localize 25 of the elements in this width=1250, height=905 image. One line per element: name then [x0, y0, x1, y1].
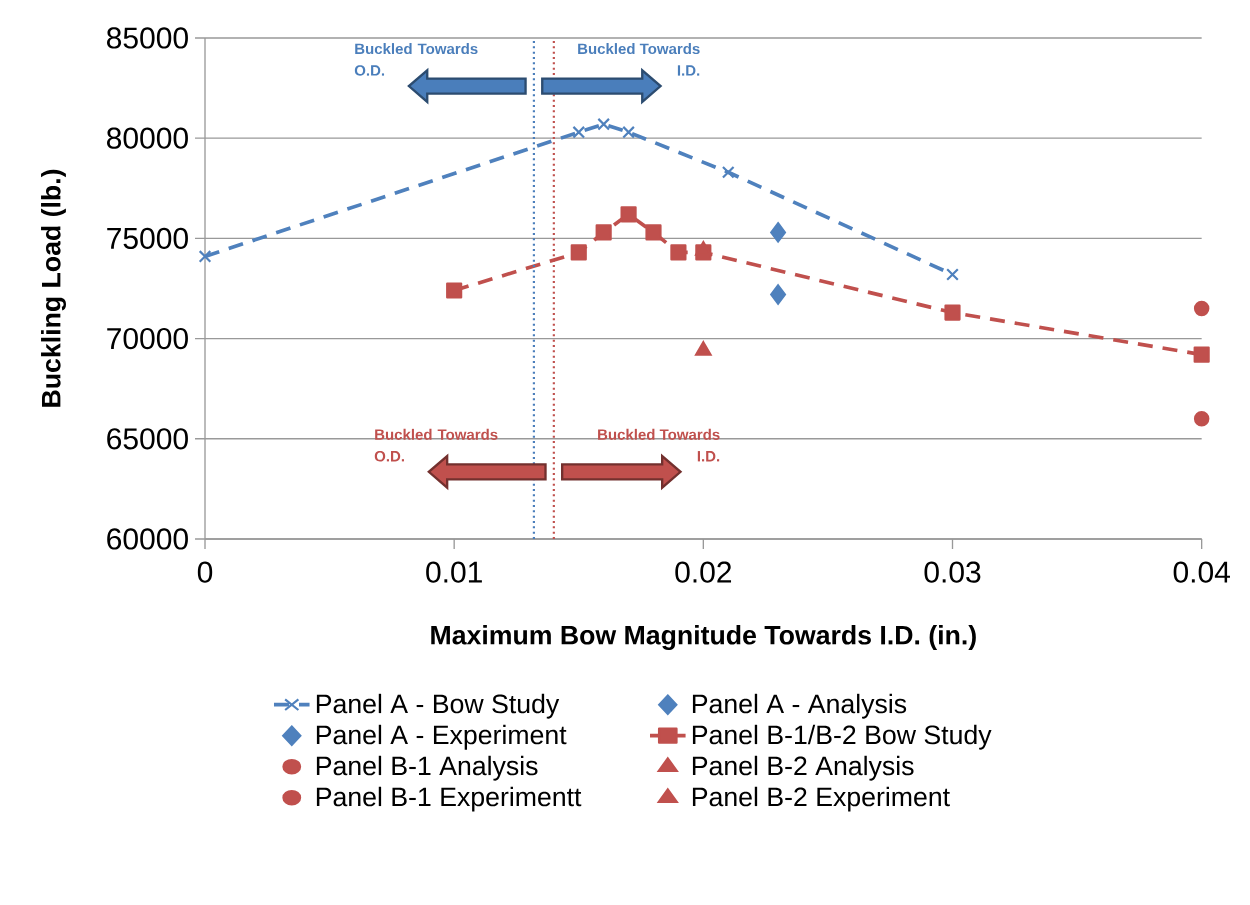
annotation: Buckled Towards O.D. [354, 43, 478, 76]
y-tick-label: 85000 [107, 27, 188, 49]
x-tick-label: 0.03 [924, 561, 981, 583]
y-tick-label: 80000 [107, 127, 188, 149]
annotation: Buckled Towards I.D. [598, 428, 720, 462]
legend-label: Panel B-1 Analysis [316, 755, 538, 781]
legend-label: Panel A - Experiment [316, 724, 567, 750]
annotation: Buckled Towards O.D. [374, 428, 498, 462]
y-axis-title: Buckling Load (lb.) [41, 169, 66, 407]
y-tick-label: 75000 [107, 227, 188, 250]
legend-label: Panel B-2 Experiment [692, 786, 950, 812]
x-tick-label: 0.02 [675, 561, 732, 583]
y-tick-label: 70000 [107, 327, 188, 350]
y-tick-label: 60000 [107, 528, 188, 550]
y-tick-label: 65000 [107, 428, 188, 450]
x-tick-label: 0.04 [1173, 561, 1230, 583]
legend-label: Panel B-2 Analysis [692, 755, 914, 781]
legend-label: Panel B-1 Experimentt [316, 786, 582, 812]
legend-label: Panel B-1/B-2 Bow Study [692, 724, 992, 750]
x-tick-label: 0.01 [426, 561, 482, 583]
legend-label: Panel A - Analysis [692, 693, 907, 719]
legend-label: Panel A - Bow Study [316, 693, 560, 719]
x-tick-label: 0 [197, 561, 213, 583]
annotation: Buckled Towards I.D. [578, 43, 700, 76]
x-axis-title: Maximum Bow Magnitude Towards I.D. (in.) [431, 625, 976, 651]
